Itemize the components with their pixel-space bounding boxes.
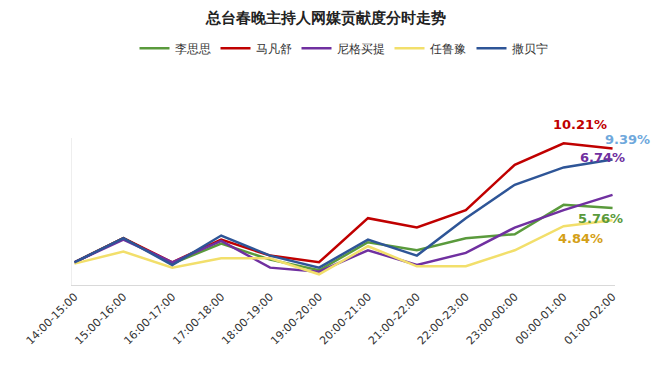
- svg-text:20:00-21:00: 20:00-21:00: [317, 291, 374, 348]
- svg-text:10.21%: 10.21%: [553, 117, 607, 132]
- svg-text:马凡舒: 马凡舒: [256, 42, 292, 56]
- svg-text:00:00-01:00: 00:00-01:00: [513, 291, 570, 348]
- svg-text:17:00-18:00: 17:00-18:00: [170, 291, 227, 348]
- svg-text:21:00-22:00: 21:00-22:00: [366, 291, 423, 348]
- svg-text:撒贝宁: 撒贝宁: [512, 42, 548, 56]
- svg-text:14:00-15:00: 14:00-15:00: [24, 291, 81, 348]
- svg-text:任鲁豫: 任鲁豫: [429, 42, 466, 56]
- svg-text:22:00-23:00: 22:00-23:00: [415, 291, 472, 348]
- svg-text:5.76%: 5.76%: [578, 211, 623, 226]
- svg-text:9.39%: 9.39%: [605, 132, 650, 147]
- svg-text:李思思: 李思思: [175, 42, 211, 56]
- svg-text:19:00-20:00: 19:00-20:00: [268, 291, 325, 348]
- svg-text:总台春晚主持人网媒贡献度分时走势: 总台春晚主持人网媒贡献度分时走势: [205, 9, 446, 27]
- svg-text:18:00-19:00: 18:00-19:00: [219, 291, 276, 348]
- svg-text:23:00-00:00: 23:00-00:00: [464, 291, 521, 348]
- svg-text:4.84%: 4.84%: [558, 231, 603, 246]
- svg-text:01:00-02:00: 01:00-02:00: [562, 291, 619, 348]
- svg-text:尼格买提: 尼格买提: [337, 42, 385, 56]
- svg-text:15:00-16:00: 15:00-16:00: [73, 291, 130, 348]
- svg-text:6.74%: 6.74%: [580, 150, 625, 165]
- svg-text:16:00-17:00: 16:00-17:00: [121, 291, 178, 348]
